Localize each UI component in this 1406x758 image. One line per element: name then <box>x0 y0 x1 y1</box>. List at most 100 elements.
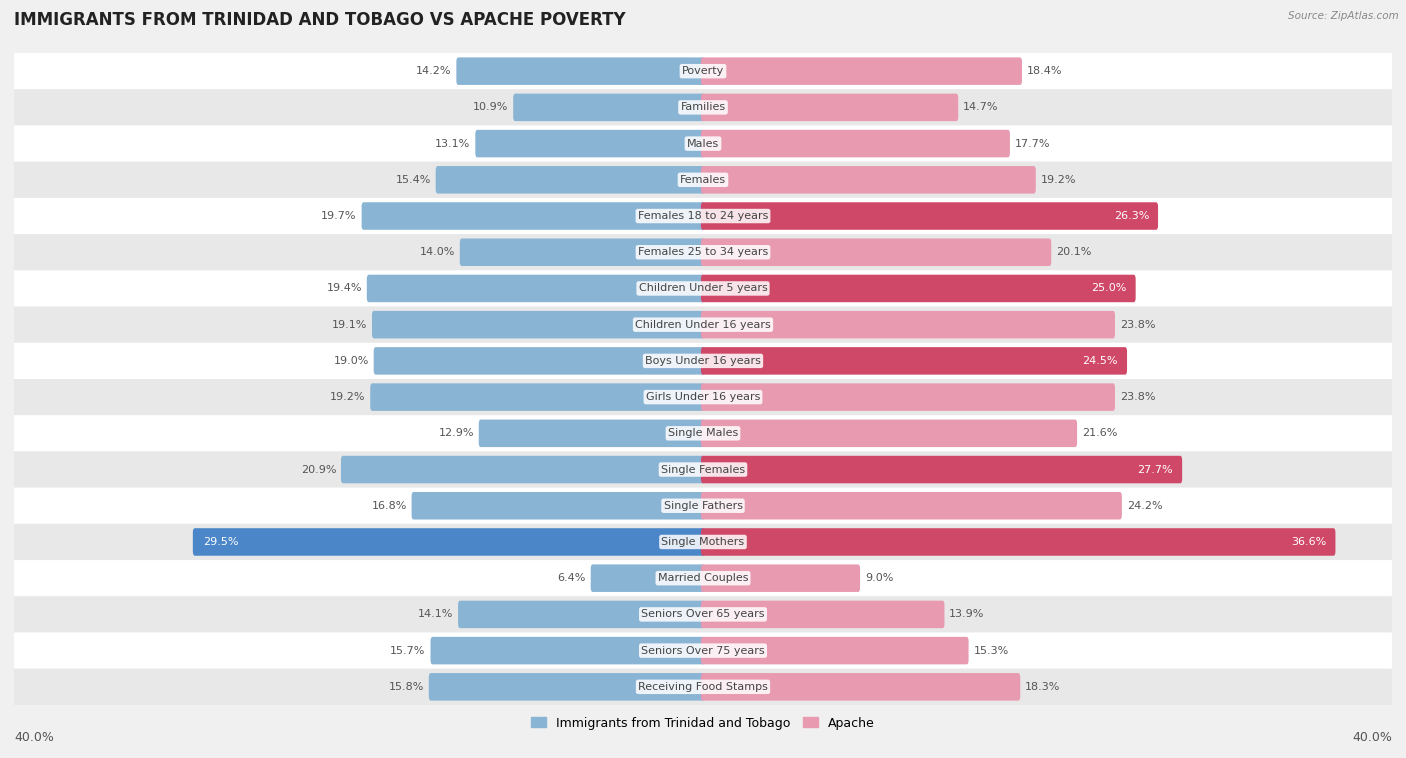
Text: 26.3%: 26.3% <box>1114 211 1149 221</box>
Text: 40.0%: 40.0% <box>14 731 53 744</box>
FancyBboxPatch shape <box>591 565 704 592</box>
Text: 14.0%: 14.0% <box>419 247 456 257</box>
FancyBboxPatch shape <box>702 130 1010 158</box>
Text: Children Under 16 years: Children Under 16 years <box>636 320 770 330</box>
FancyBboxPatch shape <box>702 673 1021 700</box>
FancyBboxPatch shape <box>436 166 704 193</box>
FancyBboxPatch shape <box>361 202 704 230</box>
Text: 13.9%: 13.9% <box>949 609 984 619</box>
FancyBboxPatch shape <box>374 347 704 374</box>
FancyBboxPatch shape <box>513 94 704 121</box>
Text: Families: Families <box>681 102 725 112</box>
Text: 24.5%: 24.5% <box>1083 356 1118 366</box>
Text: Single Mothers: Single Mothers <box>661 537 745 547</box>
Text: Poverty: Poverty <box>682 66 724 76</box>
FancyBboxPatch shape <box>14 379 1392 415</box>
FancyBboxPatch shape <box>14 271 1392 306</box>
Text: 6.4%: 6.4% <box>558 573 586 583</box>
FancyBboxPatch shape <box>342 456 704 484</box>
Text: Source: ZipAtlas.com: Source: ZipAtlas.com <box>1288 11 1399 21</box>
Text: Single Fathers: Single Fathers <box>664 501 742 511</box>
Text: 14.1%: 14.1% <box>418 609 453 619</box>
Text: Seniors Over 75 years: Seniors Over 75 years <box>641 646 765 656</box>
FancyBboxPatch shape <box>14 198 1392 234</box>
Text: 27.7%: 27.7% <box>1137 465 1173 475</box>
FancyBboxPatch shape <box>430 637 704 664</box>
Text: Children Under 5 years: Children Under 5 years <box>638 283 768 293</box>
FancyBboxPatch shape <box>475 130 704 158</box>
FancyBboxPatch shape <box>702 58 1022 85</box>
Text: 17.7%: 17.7% <box>1015 139 1050 149</box>
Text: 14.7%: 14.7% <box>963 102 998 112</box>
FancyBboxPatch shape <box>14 415 1392 452</box>
Text: 40.0%: 40.0% <box>1353 731 1392 744</box>
Text: IMMIGRANTS FROM TRINIDAD AND TOBAGO VS APACHE POVERTY: IMMIGRANTS FROM TRINIDAD AND TOBAGO VS A… <box>14 11 626 30</box>
Text: 19.7%: 19.7% <box>322 211 357 221</box>
Text: 19.4%: 19.4% <box>326 283 361 293</box>
Text: 12.9%: 12.9% <box>439 428 474 438</box>
FancyBboxPatch shape <box>373 311 704 338</box>
Text: 13.1%: 13.1% <box>436 139 471 149</box>
Text: 18.4%: 18.4% <box>1026 66 1063 76</box>
Text: 16.8%: 16.8% <box>371 501 406 511</box>
Text: 15.8%: 15.8% <box>388 682 425 692</box>
Text: Girls Under 16 years: Girls Under 16 years <box>645 392 761 402</box>
Text: Females 25 to 34 years: Females 25 to 34 years <box>638 247 768 257</box>
Text: 19.1%: 19.1% <box>332 320 367 330</box>
Text: 19.2%: 19.2% <box>330 392 366 402</box>
Text: 18.3%: 18.3% <box>1025 682 1060 692</box>
FancyBboxPatch shape <box>14 452 1392 487</box>
Text: Boys Under 16 years: Boys Under 16 years <box>645 356 761 366</box>
FancyBboxPatch shape <box>14 632 1392 669</box>
FancyBboxPatch shape <box>702 565 860 592</box>
FancyBboxPatch shape <box>702 528 1336 556</box>
Text: 24.2%: 24.2% <box>1126 501 1163 511</box>
Text: 15.7%: 15.7% <box>391 646 426 656</box>
FancyBboxPatch shape <box>14 126 1392 161</box>
FancyBboxPatch shape <box>458 600 704 628</box>
Text: Females 18 to 24 years: Females 18 to 24 years <box>638 211 768 221</box>
Text: 15.3%: 15.3% <box>973 646 1008 656</box>
FancyBboxPatch shape <box>14 669 1392 705</box>
Text: 20.1%: 20.1% <box>1056 247 1091 257</box>
FancyBboxPatch shape <box>14 234 1392 271</box>
FancyBboxPatch shape <box>702 274 1136 302</box>
FancyBboxPatch shape <box>702 492 1122 519</box>
Text: Seniors Over 65 years: Seniors Over 65 years <box>641 609 765 619</box>
FancyBboxPatch shape <box>370 384 704 411</box>
Text: 15.4%: 15.4% <box>395 175 430 185</box>
Text: Females: Females <box>681 175 725 185</box>
FancyBboxPatch shape <box>702 456 1182 484</box>
Text: 21.6%: 21.6% <box>1083 428 1118 438</box>
FancyBboxPatch shape <box>702 202 1159 230</box>
FancyBboxPatch shape <box>14 161 1392 198</box>
Text: 19.0%: 19.0% <box>333 356 368 366</box>
FancyBboxPatch shape <box>702 311 1115 338</box>
Text: 36.6%: 36.6% <box>1291 537 1326 547</box>
FancyBboxPatch shape <box>14 597 1392 632</box>
Legend: Immigrants from Trinidad and Tobago, Apache: Immigrants from Trinidad and Tobago, Apa… <box>526 712 880 735</box>
Text: 10.9%: 10.9% <box>472 102 509 112</box>
FancyBboxPatch shape <box>14 560 1392 597</box>
FancyBboxPatch shape <box>702 94 959 121</box>
Text: 23.8%: 23.8% <box>1119 392 1156 402</box>
FancyBboxPatch shape <box>14 53 1392 89</box>
FancyBboxPatch shape <box>702 637 969 664</box>
Text: 14.2%: 14.2% <box>416 66 451 76</box>
FancyBboxPatch shape <box>14 89 1392 126</box>
Text: 19.2%: 19.2% <box>1040 175 1076 185</box>
FancyBboxPatch shape <box>14 343 1392 379</box>
Text: Males: Males <box>688 139 718 149</box>
FancyBboxPatch shape <box>14 306 1392 343</box>
Text: Married Couples: Married Couples <box>658 573 748 583</box>
FancyBboxPatch shape <box>702 600 945 628</box>
Text: Single Females: Single Females <box>661 465 745 475</box>
FancyBboxPatch shape <box>702 347 1128 374</box>
FancyBboxPatch shape <box>702 166 1036 193</box>
FancyBboxPatch shape <box>193 528 704 556</box>
Text: 9.0%: 9.0% <box>865 573 893 583</box>
FancyBboxPatch shape <box>479 420 704 447</box>
FancyBboxPatch shape <box>460 239 704 266</box>
FancyBboxPatch shape <box>702 384 1115 411</box>
FancyBboxPatch shape <box>14 487 1392 524</box>
